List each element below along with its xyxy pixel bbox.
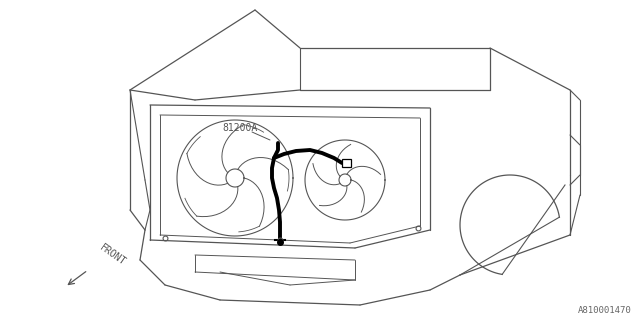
Bar [342,159,351,167]
Text: 81200A: 81200A [222,123,258,133]
Text: FRONT: FRONT [98,242,128,267]
Text: A810001470: A810001470 [579,306,632,315]
